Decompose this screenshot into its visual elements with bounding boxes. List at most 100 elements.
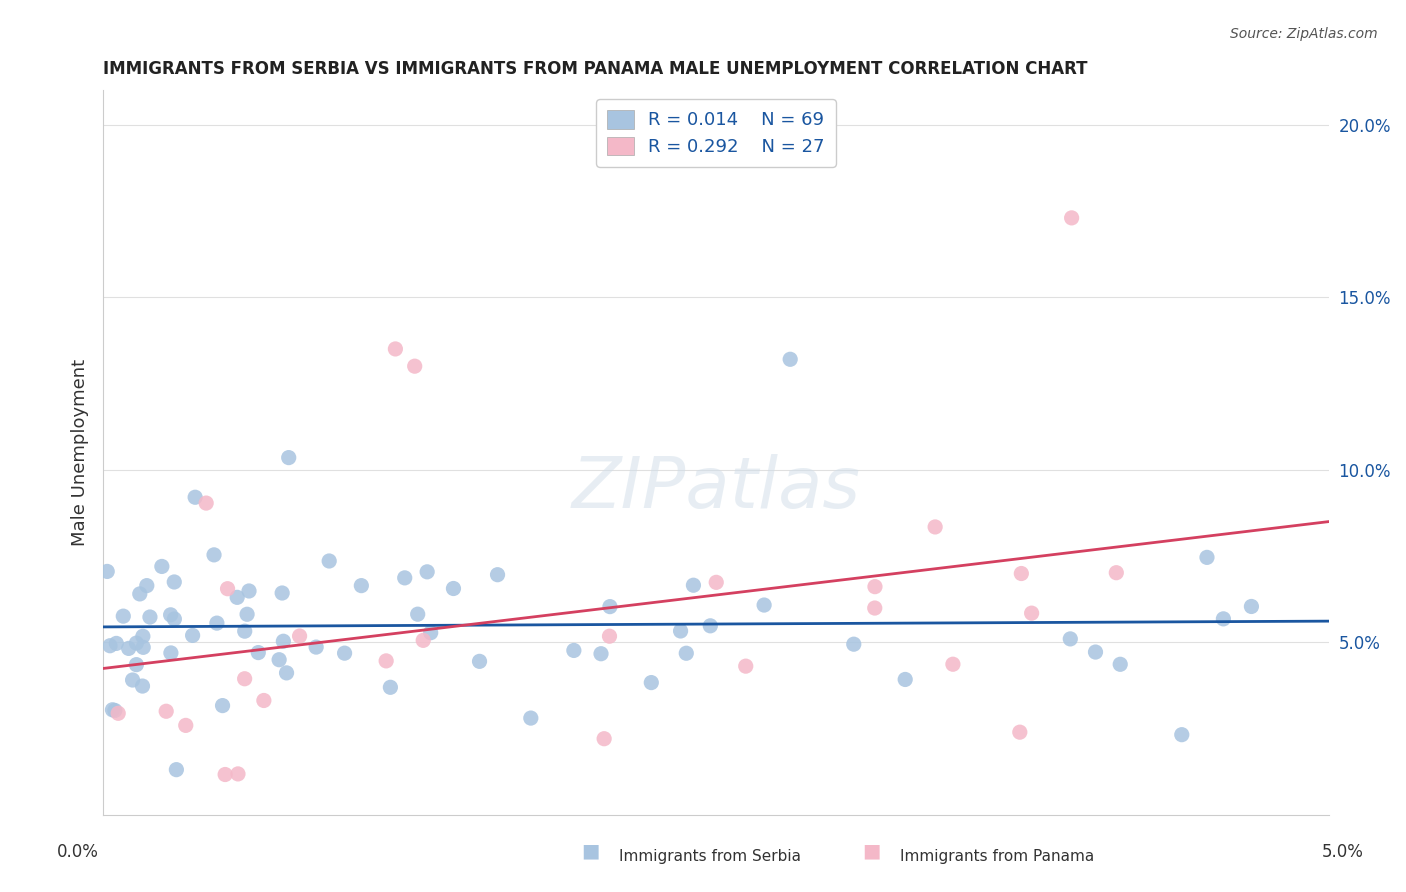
Point bbox=[139, 610, 162, 624]
Point bbox=[404, 359, 426, 374]
Point bbox=[1240, 599, 1263, 614]
Point bbox=[779, 352, 801, 367]
Point bbox=[125, 657, 148, 672]
Point bbox=[276, 665, 298, 680]
Y-axis label: Male Unemployment: Male Unemployment bbox=[72, 359, 89, 546]
Point bbox=[305, 640, 328, 654]
Point bbox=[394, 571, 416, 585]
Point bbox=[104, 703, 127, 717]
Point bbox=[226, 591, 249, 605]
Point bbox=[593, 731, 616, 746]
Point bbox=[350, 579, 373, 593]
Point bbox=[181, 628, 204, 642]
Point bbox=[1059, 632, 1081, 646]
Point bbox=[589, 647, 612, 661]
Point bbox=[159, 607, 181, 622]
Point bbox=[682, 578, 704, 592]
Point bbox=[1195, 550, 1218, 565]
Text: ■: ■ bbox=[862, 841, 882, 860]
Point bbox=[121, 673, 143, 687]
Point bbox=[107, 706, 129, 721]
Text: IMMIGRANTS FROM SERBIA VS IMMIGRANTS FROM PANAMA MALE UNEMPLOYMENT CORRELATION C: IMMIGRANTS FROM SERBIA VS IMMIGRANTS FRO… bbox=[103, 60, 1088, 78]
Point bbox=[211, 698, 233, 713]
Point bbox=[253, 693, 276, 707]
Point bbox=[135, 579, 157, 593]
Point bbox=[247, 646, 270, 660]
Point bbox=[269, 653, 291, 667]
Point bbox=[1171, 728, 1194, 742]
Point bbox=[233, 672, 256, 686]
Point bbox=[132, 640, 155, 655]
Point bbox=[375, 654, 398, 668]
Point bbox=[443, 582, 465, 596]
Point bbox=[165, 763, 187, 777]
Point bbox=[112, 609, 135, 624]
Point bbox=[226, 767, 249, 781]
Point bbox=[1010, 566, 1032, 581]
Point bbox=[131, 679, 153, 693]
Point bbox=[318, 554, 340, 568]
Text: Source: ZipAtlas.com: Source: ZipAtlas.com bbox=[1230, 27, 1378, 41]
Point bbox=[468, 654, 491, 668]
Point bbox=[150, 559, 173, 574]
Text: 0.0%: 0.0% bbox=[56, 843, 98, 861]
Point bbox=[160, 646, 183, 660]
Point bbox=[155, 704, 177, 718]
Point bbox=[894, 673, 917, 687]
Point bbox=[174, 718, 197, 732]
Point bbox=[98, 639, 121, 653]
Point bbox=[734, 659, 756, 673]
Point bbox=[101, 703, 124, 717]
Point bbox=[238, 584, 260, 599]
Point bbox=[202, 548, 225, 562]
Point bbox=[842, 637, 865, 651]
Point bbox=[669, 624, 692, 638]
Text: Immigrants from Serbia: Immigrants from Serbia bbox=[619, 849, 800, 863]
Point bbox=[125, 636, 148, 650]
Point bbox=[562, 643, 585, 657]
Point bbox=[752, 598, 775, 612]
Point bbox=[863, 601, 886, 615]
Point bbox=[163, 612, 186, 626]
Point bbox=[419, 625, 441, 640]
Point bbox=[598, 629, 620, 643]
Point bbox=[118, 641, 141, 656]
Point bbox=[640, 675, 662, 690]
Point bbox=[163, 574, 186, 589]
Point bbox=[704, 575, 727, 590]
Point bbox=[132, 629, 155, 643]
Point bbox=[105, 636, 128, 650]
Point bbox=[1060, 211, 1083, 225]
Point bbox=[288, 629, 311, 643]
Point bbox=[1008, 725, 1031, 739]
Point bbox=[333, 646, 356, 660]
Point bbox=[412, 633, 434, 648]
Point bbox=[384, 342, 406, 356]
Point bbox=[942, 657, 965, 672]
Point bbox=[233, 624, 256, 639]
Point bbox=[236, 607, 259, 622]
Point bbox=[863, 580, 886, 594]
Text: 5.0%: 5.0% bbox=[1322, 843, 1364, 861]
Text: ZIPatlas: ZIPatlas bbox=[571, 454, 860, 523]
Point bbox=[96, 565, 118, 579]
Text: Immigrants from Panama: Immigrants from Panama bbox=[900, 849, 1094, 863]
Point bbox=[1105, 566, 1128, 580]
Point bbox=[699, 619, 721, 633]
Point bbox=[195, 496, 218, 510]
Point bbox=[128, 587, 150, 601]
Point bbox=[1109, 657, 1132, 672]
Point bbox=[416, 565, 439, 579]
Point bbox=[217, 582, 239, 596]
Point bbox=[214, 767, 236, 781]
Point bbox=[277, 450, 299, 465]
Point bbox=[599, 599, 621, 614]
Point bbox=[675, 646, 697, 660]
Point bbox=[486, 567, 509, 582]
Point bbox=[520, 711, 543, 725]
Point bbox=[205, 616, 228, 631]
Point bbox=[1021, 606, 1043, 620]
Point bbox=[924, 520, 946, 534]
Point bbox=[1212, 612, 1234, 626]
Point bbox=[406, 607, 429, 622]
